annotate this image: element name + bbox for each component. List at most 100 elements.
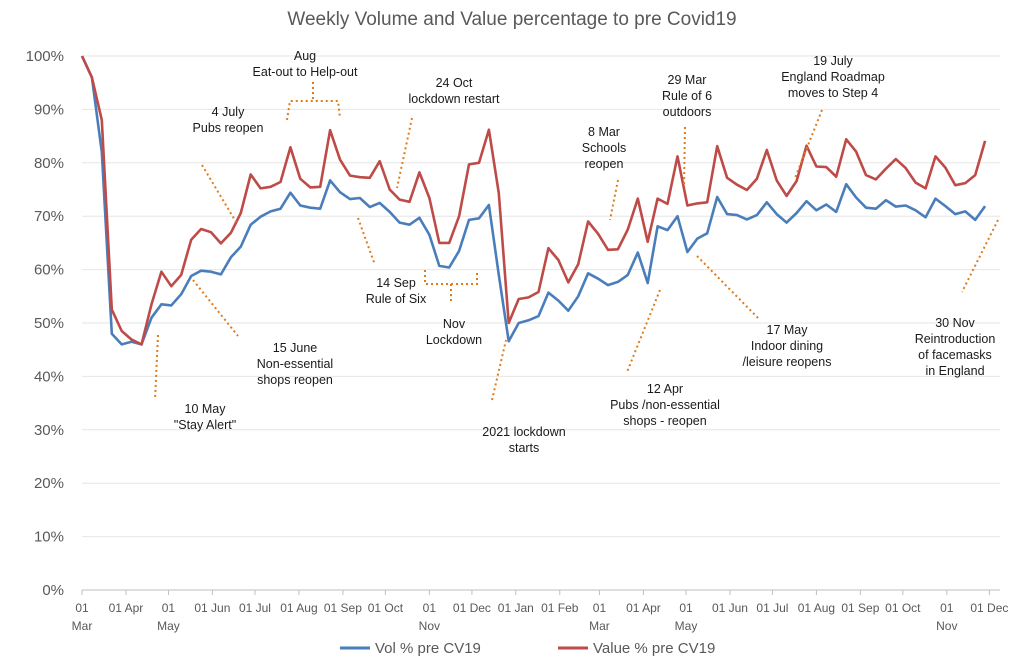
annotation-label: Lockdown (426, 333, 482, 347)
x-tick-label: 01 Sep (324, 601, 362, 615)
annotation-label: Reintroduction (915, 332, 996, 346)
x-tick-label: 01 (593, 601, 607, 615)
gridlines (82, 55, 1000, 591)
annotation-label: 12 Apr (647, 382, 683, 396)
annotation-leader (154, 334, 159, 401)
annotation-label: 30 Nov (935, 316, 975, 330)
annotation-leader (491, 339, 507, 401)
annotation-label: shops - reopen (623, 414, 706, 428)
annotation-label: Pubs reopen (193, 121, 264, 135)
annotation-leader (286, 82, 341, 121)
annotation-label: 8 Mar (588, 125, 620, 139)
x-tick-label: Nov (936, 619, 957, 633)
x-tick-label: 01 Jan (498, 601, 534, 615)
annotation-label: lockdown restart (408, 92, 500, 106)
x-tick-label: 01 Dec (970, 601, 1008, 615)
annotation-leader (794, 109, 823, 179)
annotation-leader (626, 289, 661, 373)
x-tick-label: 01 Jul (239, 601, 271, 615)
annotation-leader (192, 279, 239, 337)
x-tick-label: 01 Feb (541, 601, 579, 615)
x-tick-label: 01 Oct (885, 601, 921, 615)
x-tick-label: 01 Apr (626, 601, 661, 615)
y-tick-label: 70% (34, 208, 64, 225)
series-line-vol (80, 55, 987, 346)
x-tick-label: Nov (419, 619, 440, 633)
x-tick-label: 01 (940, 601, 954, 615)
series-lines (80, 55, 987, 346)
x-tick-label: 01 (423, 601, 437, 615)
x-tick-label: 01 Jul (756, 601, 788, 615)
x-tick-label: 01 Sep (841, 601, 879, 615)
x-tick-label: 01 Oct (368, 601, 404, 615)
annotation-label: moves to Step 4 (788, 86, 878, 100)
annotation-label: 14 Sep (376, 276, 416, 290)
annotation-label: Eat-out to Help-out (253, 65, 358, 79)
x-tick-label: 01 Apr (109, 601, 144, 615)
x-tick-label: 01 Aug (798, 601, 835, 615)
x-tick-label: May (675, 619, 698, 633)
annotation-label: Indoor dining (751, 339, 823, 353)
annotation-label: Schools (582, 141, 626, 155)
annotation-label: 15 June (273, 341, 318, 355)
x-tick-label: 01 (162, 601, 176, 615)
x-tick-label: Mar (589, 619, 610, 633)
annotation-leader (609, 179, 619, 221)
annotation-label: outdoors (663, 105, 712, 119)
y-tick-label: 30% (34, 422, 64, 439)
chart-title: Weekly Volume and Value percentage to pr… (287, 9, 736, 30)
annotation-leaders (154, 82, 999, 401)
annotation-label: 19 July (813, 54, 853, 68)
y-tick-label: 100% (26, 48, 64, 65)
annotation-label: 29 Mar (668, 73, 707, 87)
x-tick-label: 01 Jun (712, 601, 748, 615)
y-tick-label: 80% (34, 155, 64, 172)
y-tick-label: 50% (34, 315, 64, 332)
annotation-leader (696, 255, 761, 321)
annotation-leader (357, 217, 376, 266)
annotation-label: 17 May (767, 323, 809, 337)
annotation-label: Aug (294, 49, 316, 63)
y-tick-label: 0% (42, 582, 64, 599)
annotation-label: England Roadmap (781, 70, 885, 84)
legend-label: Value % pre CV19 (593, 640, 715, 657)
annotation-label: 24 Oct (436, 76, 473, 90)
annotation-label: starts (509, 441, 540, 455)
y-tick-label: 90% (34, 101, 64, 118)
y-axis: 0% 10% 20% 30% 40% 50% 60% 70% 80% 90% 100% (26, 48, 64, 599)
annotation-label: Rule of Six (366, 292, 427, 306)
annotation-label: Non-essential (257, 357, 333, 371)
annotation-label: Pubs /non-essential (610, 398, 720, 412)
annotation-label: shops reopen (257, 373, 333, 387)
annotation-leader (396, 117, 413, 189)
legend: Vol % pre CV19 Value % pre CV19 (340, 640, 715, 657)
annotation-label: 4 July (212, 105, 245, 119)
y-tick-label: 10% (34, 529, 64, 546)
annotation-label: reopen (585, 157, 624, 171)
x-tick-label: 01 Dec (453, 601, 491, 615)
x-tick-label: 01 Aug (280, 601, 317, 615)
annotation-label: of facemasks (918, 348, 992, 362)
annotation-label: Nov (443, 317, 466, 331)
x-tick-label: 01 (75, 601, 89, 615)
annotations: 10 May "Stay Alert" 15 June Non-essential sh… (174, 49, 996, 455)
annotation-leader (683, 126, 686, 188)
y-tick-label: 20% (34, 475, 64, 492)
annotation-leader (424, 270, 478, 302)
annotation-label: in England (925, 364, 984, 378)
x-tick-label: 01 Jun (194, 601, 230, 615)
x-tick-label: May (157, 619, 180, 633)
series-line-value (80, 55, 987, 346)
x-tick-label: Mar (72, 619, 93, 633)
legend-label: Vol % pre CV19 (375, 640, 481, 657)
annotation-label: "Stay Alert" (174, 418, 236, 432)
annotation-leader (961, 219, 999, 293)
annotation-label: /leisure reopens (743, 355, 832, 369)
annotation-label: 10 May (185, 402, 227, 416)
annotation-label: Rule of 6 (662, 89, 712, 103)
y-tick-label: 40% (34, 368, 64, 385)
x-axis: 01 Mar 01 Apr 01 May 01 Jun 01 Jul 01 Aug 01 Sep… (72, 590, 1008, 633)
annotation-leader (201, 164, 237, 223)
